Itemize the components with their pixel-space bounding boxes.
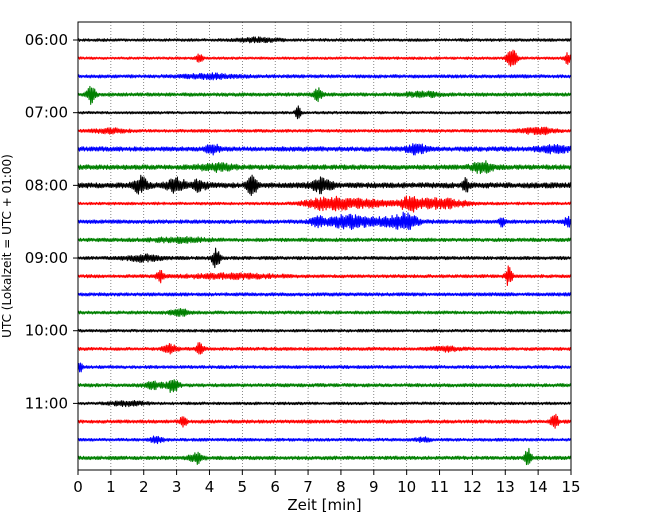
y-axis: 06:00 07:00 08:00 09:00 10:00 11:00 bbox=[25, 31, 78, 412]
y-tick-label: 10:00 bbox=[25, 322, 68, 340]
x-tick-label: 8 bbox=[336, 478, 346, 496]
trace-0700 bbox=[77, 105, 572, 120]
trace-1000 bbox=[77, 328, 572, 333]
x-tick-label: 2 bbox=[139, 478, 149, 496]
trace-1045 bbox=[77, 379, 572, 393]
trace-1015 bbox=[77, 342, 572, 355]
x-axis: 0 1 2 3 4 5 6 7 8 9 10 11 12 13 14 15 bbox=[73, 470, 581, 496]
trace-0715 bbox=[77, 126, 572, 136]
x-tick-label: 13 bbox=[496, 478, 515, 496]
y-tick-label: 06:00 bbox=[25, 31, 68, 49]
plot-frame bbox=[77, 21, 572, 471]
trace-0930 bbox=[77, 292, 572, 297]
trace-1030 bbox=[77, 362, 572, 373]
x-tick-label: 11 bbox=[430, 478, 449, 496]
vertical-grid bbox=[110, 22, 539, 470]
x-tick-label: 4 bbox=[205, 478, 215, 496]
x-tick-label: 15 bbox=[561, 478, 580, 496]
y-tick-label: 09:00 bbox=[25, 249, 68, 267]
x-tick-label: 14 bbox=[529, 478, 548, 496]
x-tick-label: 12 bbox=[463, 478, 482, 496]
x-tick-label: 7 bbox=[303, 478, 313, 496]
trace-0615 bbox=[77, 49, 572, 67]
x-axis-label: Zeit [min] bbox=[287, 496, 361, 514]
x-tick-label: 6 bbox=[270, 478, 280, 496]
y-axis-label: UTC (Lokalzeit = UTC + 01:00) bbox=[0, 154, 14, 338]
x-tick-label: 1 bbox=[106, 478, 116, 496]
trace-1145 bbox=[77, 447, 572, 466]
trace-0745 bbox=[77, 160, 572, 175]
trace-1115 bbox=[77, 413, 572, 429]
trace-0800 bbox=[77, 174, 572, 197]
x-tick-label: 5 bbox=[238, 478, 248, 496]
y-tick-label: 11:00 bbox=[25, 394, 68, 412]
trace-0945 bbox=[77, 308, 572, 317]
trace-0815 bbox=[77, 195, 572, 213]
y-tick-label: 08:00 bbox=[25, 176, 68, 194]
trace-0845 bbox=[77, 235, 572, 245]
trace-0900 bbox=[77, 247, 572, 269]
trace-0830 bbox=[77, 211, 572, 231]
y-tick-label: 07:00 bbox=[25, 104, 68, 122]
trace-0730 bbox=[77, 143, 572, 156]
x-tick-label: 10 bbox=[397, 478, 416, 496]
x-tick-label: 0 bbox=[73, 478, 83, 496]
trace-0645 bbox=[77, 85, 572, 105]
trace-1100 bbox=[77, 399, 572, 408]
seismic-traces bbox=[77, 36, 572, 466]
trace-0630 bbox=[77, 72, 572, 81]
x-tick-label: 9 bbox=[369, 478, 379, 496]
trace-1130 bbox=[77, 435, 572, 445]
x-tick-label: 3 bbox=[172, 478, 182, 496]
trace-0915 bbox=[77, 265, 572, 287]
trace-0600 bbox=[77, 36, 572, 44]
